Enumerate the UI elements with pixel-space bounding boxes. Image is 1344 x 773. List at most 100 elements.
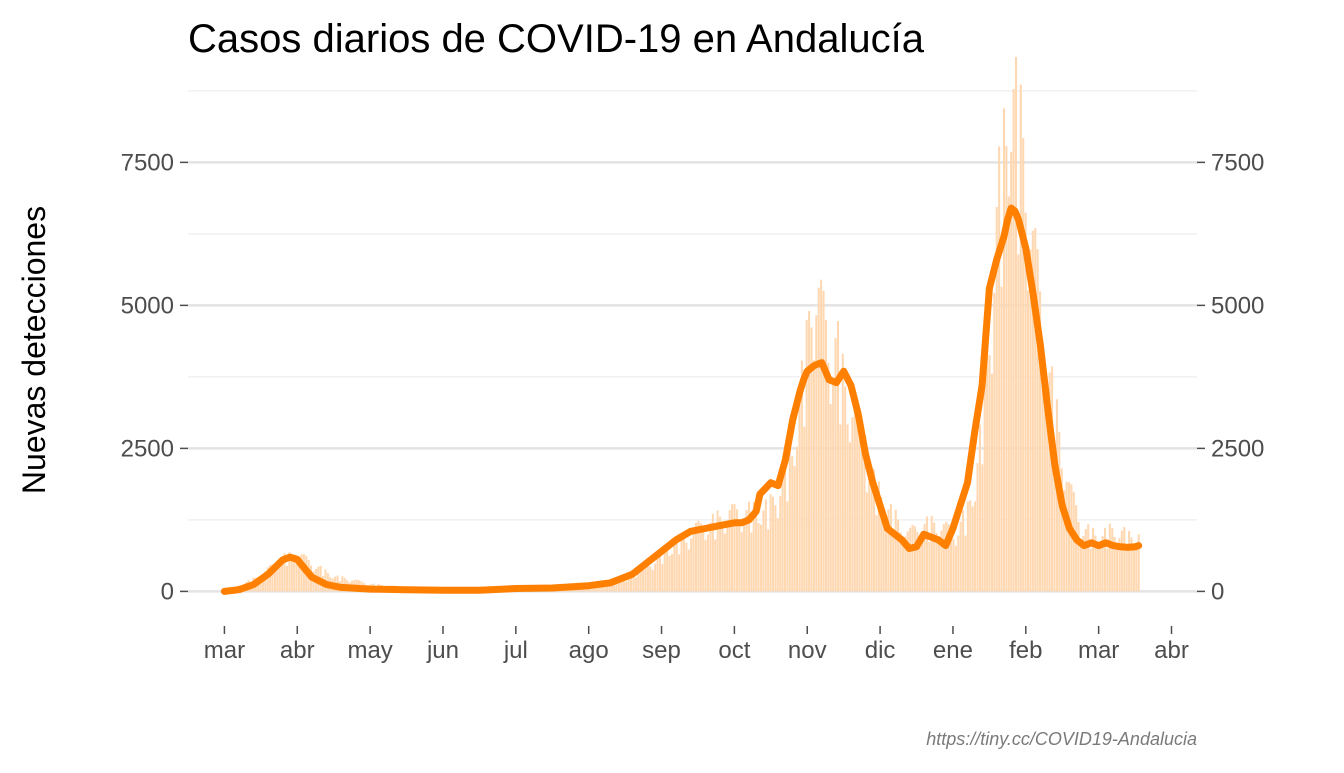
bars-layer xyxy=(225,56,1140,592)
daily-bar xyxy=(945,521,948,592)
daily-bar xyxy=(858,408,861,592)
daily-bar xyxy=(966,501,969,592)
daily-bar xyxy=(733,503,736,592)
daily-bar xyxy=(300,554,303,592)
daily-bar xyxy=(822,290,825,592)
y-tick-label-right: 0 xyxy=(1211,578,1224,605)
daily-bar xyxy=(928,542,931,592)
daily-bar xyxy=(738,519,741,592)
daily-bar xyxy=(897,519,900,592)
daily-bar xyxy=(630,576,633,592)
daily-bar xyxy=(1043,398,1046,592)
daily-bar xyxy=(1048,372,1051,592)
daily-bar xyxy=(663,548,666,592)
daily-bar xyxy=(788,447,791,592)
daily-bar xyxy=(1120,530,1123,592)
daily-bar xyxy=(918,540,921,592)
daily-bar xyxy=(904,536,907,592)
daily-bar xyxy=(714,539,717,592)
daily-bar xyxy=(637,573,640,592)
daily-bar xyxy=(988,355,991,592)
daily-bar xyxy=(784,460,787,592)
x-tick-label: may xyxy=(347,637,392,664)
x-tick-label: mar xyxy=(204,637,245,664)
daily-bar xyxy=(947,524,950,592)
daily-bar xyxy=(1012,88,1015,592)
daily-bar xyxy=(877,481,880,592)
daily-bar xyxy=(998,146,1001,592)
daily-bar xyxy=(620,578,623,592)
daily-bar xyxy=(1067,482,1070,592)
daily-bar xyxy=(1063,490,1066,592)
daily-bar xyxy=(261,575,264,592)
daily-bar xyxy=(1101,536,1104,592)
daily-bar xyxy=(1077,521,1080,592)
daily-bar xyxy=(1027,290,1030,592)
axes-layer: 0 0 2500 2500 5000 5000 7500 7500 mar abr may jun ju… xyxy=(121,149,1265,664)
daily-bar xyxy=(1096,545,1099,592)
daily-bar xyxy=(716,510,719,592)
daily-bar xyxy=(808,311,811,592)
daily-bar xyxy=(940,530,943,592)
daily-bar xyxy=(1046,393,1049,592)
daily-bar xyxy=(1036,249,1039,592)
daily-bar xyxy=(745,510,748,592)
daily-bar xyxy=(747,501,750,592)
daily-bar xyxy=(824,320,827,592)
daily-bar xyxy=(719,516,722,592)
daily-bar xyxy=(731,504,734,592)
daily-bar xyxy=(930,515,933,592)
daily-bar xyxy=(271,564,274,592)
daily-bar xyxy=(909,527,912,592)
daily-bar xyxy=(1118,538,1121,592)
y-tick-label-right: 7500 xyxy=(1211,149,1264,176)
daily-bar xyxy=(1022,138,1025,592)
daily-bar xyxy=(1031,230,1034,592)
daily-bar xyxy=(1099,546,1102,592)
daily-bar xyxy=(793,466,796,592)
daily-bar xyxy=(1060,468,1063,592)
daily-bar xyxy=(1108,523,1111,592)
daily-bar xyxy=(699,523,702,592)
daily-bar xyxy=(1041,342,1044,592)
daily-bar xyxy=(735,509,738,592)
daily-bar xyxy=(762,510,765,592)
daily-bar xyxy=(800,360,803,592)
daily-bar xyxy=(1005,145,1008,592)
daily-bar xyxy=(764,499,767,592)
daily-bar xyxy=(791,456,794,592)
daily-bar xyxy=(610,581,613,592)
daily-bar xyxy=(815,315,818,592)
daily-bar xyxy=(644,564,647,592)
daily-bar xyxy=(654,563,657,592)
daily-bar xyxy=(810,327,813,592)
daily-bar xyxy=(625,581,628,592)
daily-bar xyxy=(969,500,972,592)
daily-bar xyxy=(776,518,779,592)
daily-bar xyxy=(704,539,707,592)
daily-bar xyxy=(651,569,654,592)
daily-bar xyxy=(283,553,286,592)
daily-bar xyxy=(685,542,688,592)
x-tick-label: oct xyxy=(718,637,750,664)
daily-bar xyxy=(880,496,883,592)
daily-bar xyxy=(726,520,729,592)
daily-bar xyxy=(882,515,885,592)
daily-bar xyxy=(771,496,775,592)
daily-bar xyxy=(646,564,649,592)
daily-bar xyxy=(694,522,698,592)
daily-bar xyxy=(901,544,904,592)
y-tick-label-right: 2500 xyxy=(1211,435,1264,462)
x-tick-label: ago xyxy=(569,637,609,664)
daily-bar xyxy=(978,424,981,592)
daily-bar xyxy=(589,586,592,592)
daily-bar xyxy=(832,380,835,592)
daily-bar xyxy=(851,417,854,592)
daily-bar xyxy=(1002,108,1006,592)
daily-bar xyxy=(848,442,852,592)
daily-bar xyxy=(297,557,301,592)
daily-bar xyxy=(1084,529,1087,592)
x-tick-label: nov xyxy=(788,637,827,664)
daily-bar xyxy=(259,579,262,592)
